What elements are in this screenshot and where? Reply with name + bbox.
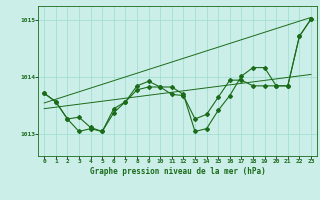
X-axis label: Graphe pression niveau de la mer (hPa): Graphe pression niveau de la mer (hPa) [90, 167, 266, 176]
